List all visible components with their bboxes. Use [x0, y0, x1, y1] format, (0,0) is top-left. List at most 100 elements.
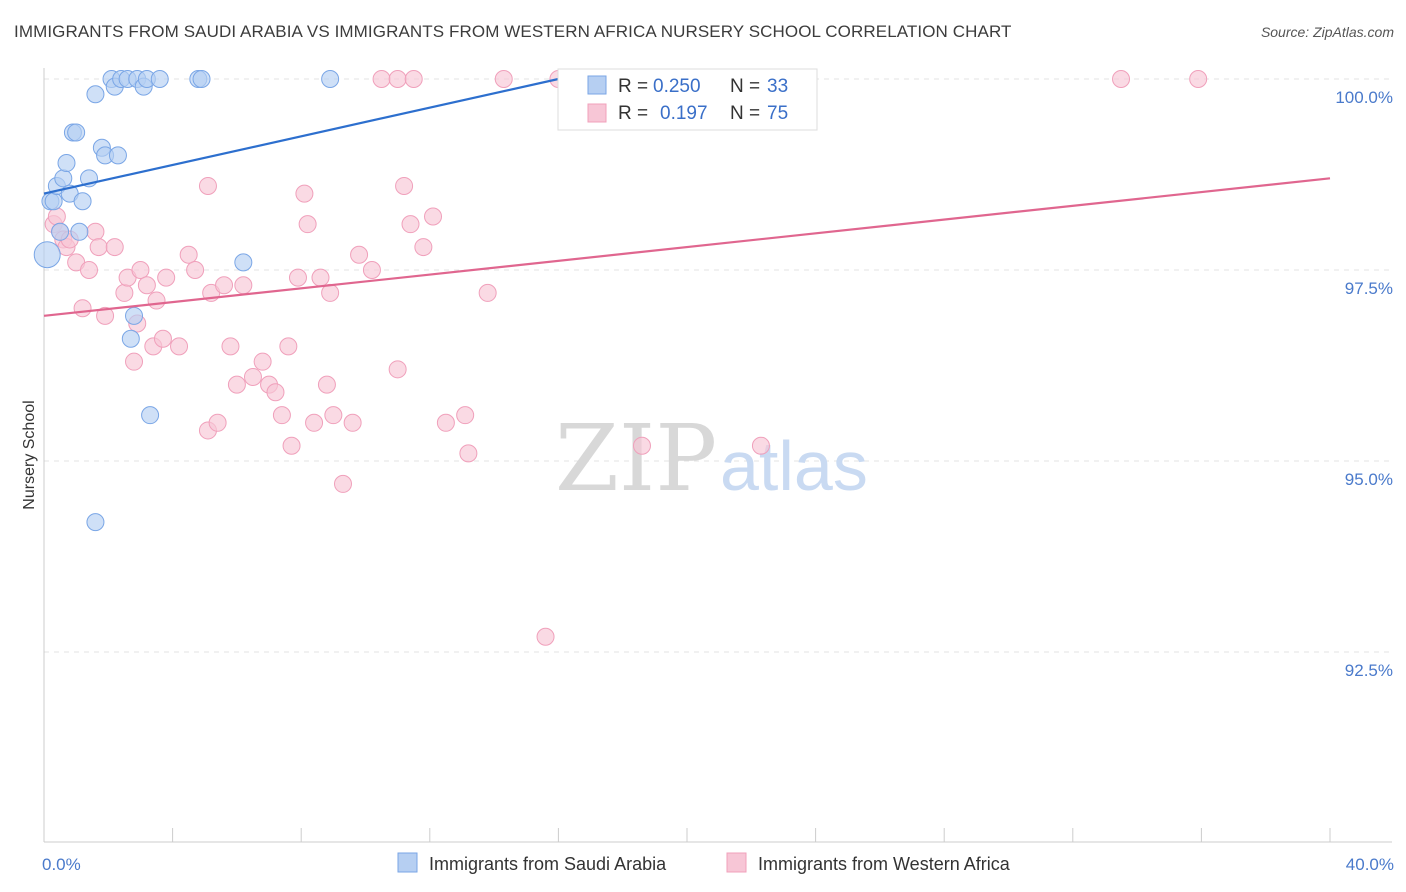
wafrica-point-7 [73, 299, 92, 318]
wafrica-point-28 [208, 413, 227, 432]
x-tick-label-1: 40.0% [1346, 855, 1394, 874]
saudi-point-30 [192, 70, 211, 88]
data-points [33, 70, 1208, 646]
wafrica-point-64 [494, 70, 513, 88]
wafrica-point-15 [125, 352, 144, 371]
wafrica-point-34 [253, 352, 272, 371]
wafrica-point-58 [414, 238, 433, 257]
wafrica-point-57 [404, 70, 423, 88]
legend-n-label-saudi: N = [730, 76, 760, 97]
wafrica-point-10 [89, 238, 108, 257]
y-tick-label-0: 100.0% [1335, 88, 1393, 107]
wafrica-point-48 [333, 474, 352, 493]
wafrica-point-38 [279, 337, 298, 356]
wafrica-point-37 [272, 406, 291, 425]
source-label: Source: ZipAtlas.com [1260, 24, 1394, 40]
wafrica-point-51 [362, 261, 381, 279]
wafrica-point-65 [536, 627, 555, 646]
y-tick-label-2: 95.0% [1345, 470, 1393, 489]
wafrica-point-36 [266, 383, 285, 402]
wafrica-point-9 [86, 222, 105, 241]
axes [43, 68, 1392, 843]
saudi-point-28 [150, 70, 169, 88]
chart-title: IMMIGRANTS FROM SAUDI ARABIA VS IMMIGRAN… [14, 22, 1012, 41]
legend-swatch-saudi [587, 75, 607, 95]
watermark-atlas: atlas [720, 427, 868, 505]
trend-line-wafrica [43, 177, 1331, 317]
saudi-point-10 [70, 222, 89, 241]
bottom-legend-label-saudi: Immigrants from Saudi Arabia [429, 854, 667, 874]
wafrica-point-13 [115, 283, 134, 302]
watermark-zip: ZIP [555, 405, 717, 512]
wafrica-point-43 [305, 413, 324, 432]
y-tick-labels: 100.0% 97.5% 95.0% 92.5% [1335, 88, 1393, 680]
bottom-legend: Immigrants from Saudi Arabia Immigrants … [397, 852, 1011, 874]
wafrica-point-8 [80, 261, 99, 279]
saudi-point-14 [86, 85, 105, 104]
wafrica-point-61 [456, 406, 475, 425]
y-tick-label-1: 97.5% [1345, 279, 1393, 298]
saudi-point-27 [141, 406, 160, 425]
grid-lines [44, 78, 1392, 653]
wafrica-point-21 [153, 329, 172, 348]
bottom-legend-label-wafrica: Immigrants from Western Africa [758, 854, 1011, 874]
wafrica-point-56 [401, 215, 420, 234]
wafrica-point-72 [1189, 70, 1208, 88]
y-axis-label: Nursery School [21, 400, 38, 509]
wafrica-point-63 [478, 283, 497, 302]
wafrica-point-53 [388, 70, 407, 88]
wafrica-point-41 [295, 184, 314, 203]
saudi-point-22 [121, 329, 140, 348]
bottom-legend-swatch-saudi [397, 852, 418, 873]
legend: R = 0.250 N = 33 R = 0.197 N = 75 [557, 68, 818, 131]
wafrica-point-50 [350, 245, 369, 264]
wafrica-point-40 [288, 268, 307, 287]
wafrica-point-22 [157, 268, 176, 287]
wafrica-point-31 [227, 375, 246, 394]
saudi-point-19 [108, 146, 127, 165]
wafrica-point-42 [298, 215, 317, 234]
wafrica-point-44 [311, 268, 330, 287]
wafrica-point-71 [1112, 70, 1131, 88]
wafrica-point-29 [215, 276, 234, 295]
saudi-point-5 [54, 169, 73, 188]
saudi-point-23 [125, 306, 144, 325]
wafrica-point-11 [96, 306, 115, 325]
wafrica-point-62 [459, 444, 478, 463]
legend-n-value-saudi: 33 [767, 76, 788, 97]
watermark: ZIP atlas [555, 405, 868, 512]
wafrica-point-47 [324, 406, 343, 425]
wafrica-point-1 [47, 207, 66, 226]
wafrica-point-70 [751, 436, 770, 455]
wafrica-point-60 [436, 413, 455, 432]
wafrica-point-59 [424, 207, 443, 226]
y-tick-label-3: 92.5% [1345, 661, 1393, 680]
wafrica-point-49 [343, 413, 362, 432]
saudi-point-13 [86, 513, 105, 532]
saudi-point-4 [51, 222, 70, 241]
wafrica-point-55 [395, 176, 414, 195]
legend-swatch-wafrica [587, 103, 607, 123]
bottom-legend-swatch-wafrica [726, 852, 747, 873]
wafrica-point-33 [243, 367, 262, 386]
wafrica-point-32 [234, 276, 253, 295]
wafrica-point-23 [170, 337, 189, 356]
x-tick-labels: 0.0% 40.0% [42, 855, 1394, 874]
wafrica-point-52 [372, 70, 391, 88]
saudi-point-31 [234, 253, 253, 272]
saudi-point-9 [67, 123, 86, 142]
legend-n-label-wafrica: N = [730, 103, 760, 124]
legend-r-value-wafrica: 0.197 [660, 103, 708, 124]
wafrica-point-12 [105, 238, 124, 257]
wafrica-point-68 [632, 436, 651, 455]
wafrica-point-74 [198, 176, 217, 195]
saudi-point-2 [44, 192, 63, 211]
saudi-point-0 [33, 241, 61, 269]
legend-r-value-saudi: 0.250 [653, 76, 701, 97]
saudi-point-11 [73, 192, 92, 211]
wafrica-point-20 [147, 291, 166, 310]
saudi-point-32 [321, 70, 340, 88]
wafrica-point-45 [317, 375, 336, 394]
trend-line-saudi [43, 77, 559, 195]
